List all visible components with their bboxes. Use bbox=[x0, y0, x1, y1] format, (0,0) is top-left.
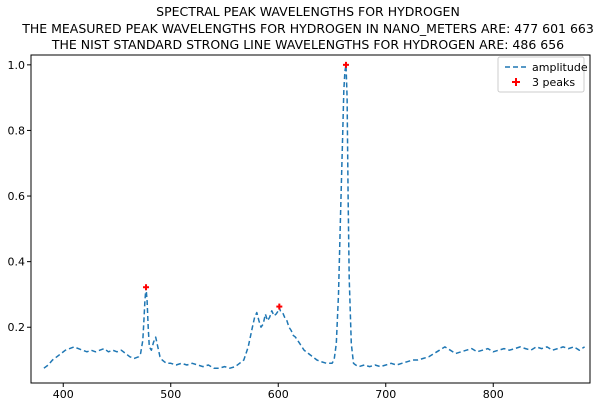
y-tick-label: 0.4 bbox=[8, 256, 26, 269]
chart-subtitle-line-2: THE NIST STANDARD STRONG LINE WAVELENGTH… bbox=[51, 37, 564, 52]
y-tick-label: 0.8 bbox=[8, 124, 26, 137]
series-line-amplitude bbox=[43, 64, 585, 369]
x-tick-label: 700 bbox=[375, 388, 396, 401]
y-axis: 0.2 0.4 0.6 0.8 1.0 bbox=[8, 59, 31, 334]
peak-marker bbox=[342, 61, 349, 68]
peak-marker bbox=[276, 303, 283, 310]
title-group: SPECTRAL PEAK WAVELENGTHS FOR HYDROGEN T… bbox=[21, 4, 594, 52]
x-axis: 400 500 600 700 800 bbox=[53, 383, 504, 401]
y-tick-label: 0.6 bbox=[8, 190, 26, 203]
plot-area bbox=[30, 54, 591, 384]
legend-box bbox=[497, 56, 585, 93]
x-tick-label: 400 bbox=[53, 388, 74, 401]
chart-title: SPECTRAL PEAK WAVELENGTHS FOR HYDROGEN bbox=[156, 4, 460, 19]
peak-marker bbox=[143, 284, 150, 291]
legend-label-peaks: 3 peaks bbox=[532, 76, 575, 89]
x-tick-label: 600 bbox=[268, 388, 289, 401]
chart-subtitle-line-1: THE MEASURED PEAK WAVELENGTHS FOR HYDROG… bbox=[21, 21, 594, 36]
y-tick-label: 1.0 bbox=[8, 59, 26, 72]
x-tick-label: 500 bbox=[160, 388, 181, 401]
x-tick-label: 800 bbox=[483, 388, 504, 401]
plot-frame bbox=[30, 54, 591, 384]
legend-label-amplitude: amplitude bbox=[532, 61, 588, 74]
legend: amplitude 3 peaks bbox=[497, 56, 588, 93]
y-tick-label: 0.2 bbox=[8, 321, 26, 334]
legend-marker-swatch bbox=[512, 78, 520, 86]
